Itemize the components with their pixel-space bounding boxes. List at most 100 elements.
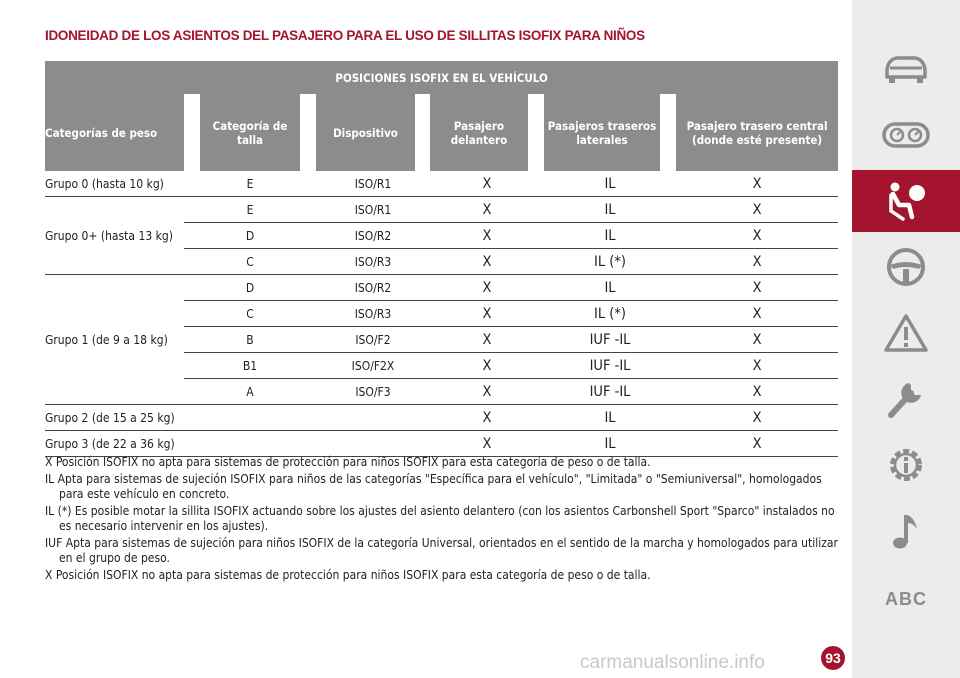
warning-triangle-icon (884, 314, 928, 352)
table-row: Grupo 3 (de 22 a 36 kg) X IL X (45, 430, 839, 457)
note-x: X Posición ISOFIX no apta para sistemas … (45, 455, 651, 469)
rear-lateral-cell: IL (544, 404, 676, 431)
table-row: Grupo 2 (de 15 a 25 kg) X IL X (45, 404, 839, 431)
rear-lateral-cell: IL (*) (544, 300, 676, 327)
rear-center-cell: X (676, 404, 839, 431)
weight-group-label: Grupo 0+ (hasta 13 kg) (45, 196, 184, 275)
table-row: Grupo 0 (hasta 10 kg) E ISO/R1 X IL X (45, 171, 839, 197)
front-passenger-cell: X (430, 171, 544, 197)
sidebar-item-technical-data[interactable] (852, 434, 960, 496)
isofix-table: POSICIONES ISOFIX EN EL VEHÍCULO Categor… (45, 61, 839, 457)
wrench-icon (888, 383, 921, 418)
chapter-sidebar: ABC (852, 0, 960, 678)
sidebar-item-multimedia[interactable] (852, 500, 960, 562)
legend-notes: X Posición ISOFIX no apta para sistemas … (45, 455, 840, 584)
rear-lateral-cell: IL (544, 430, 676, 457)
size-category-cell: C (184, 248, 316, 275)
sidebar-item-vehicle[interactable] (852, 38, 960, 100)
table-row: D ISO/R2 X IL X (45, 222, 839, 249)
front-passenger-cell: X (430, 404, 544, 431)
page-title: IDONEIDAD DE LOS ASIENTOS DEL PASAJERO P… (45, 28, 645, 43)
note-iuf: IUF Apta para sistemas de sujeción para … (45, 535, 838, 566)
technical-data-gear-icon (890, 449, 922, 481)
weight-group-label: Grupo 2 (de 15 a 25 kg) (45, 404, 184, 431)
music-note-icon (893, 515, 917, 549)
front-passenger-cell: X (430, 300, 544, 327)
column-header-rear-center: Pasajero trasero central (donde esté pre… (676, 94, 839, 171)
device-cell (316, 404, 430, 431)
size-category-cell: D (184, 222, 316, 249)
table-row: Grupo 1 (de 9 a 18 kg) D ISO/R2 X IL X (45, 274, 839, 405)
rear-lateral-cell: IL (544, 171, 676, 197)
size-category-cell (184, 430, 316, 457)
table-row: A ISO/F3 X IUF -IL X (45, 378, 839, 405)
rear-lateral-cell: IL (544, 222, 676, 249)
size-category-cell: E (184, 171, 316, 197)
front-passenger-cell: X (430, 196, 544, 223)
airbag-seat-icon (889, 182, 925, 221)
sidebar-item-maintenance[interactable] (852, 368, 960, 430)
front-passenger-cell: X (430, 326, 544, 353)
rear-lateral-cell: IUF -IL (544, 326, 676, 353)
abc-index-label: ABC (885, 588, 927, 609)
note-x-repeat: X Posición ISOFIX no apta para sistemas … (45, 567, 651, 582)
device-cell: ISO/R2 (316, 222, 430, 249)
size-category-cell: C (184, 300, 316, 327)
weight-group-label: Grupo 1 (de 9 a 18 kg) (45, 274, 184, 405)
main-header: POSICIONES ISOFIX EN EL VEHÍCULO (45, 61, 839, 94)
table-row: B ISO/F2 X IUF -IL X (45, 326, 839, 353)
dashboard-gauges-icon (882, 122, 930, 148)
column-header-rear-lateral: Pasajeros traseros laterales (544, 94, 660, 171)
device-cell: ISO/R3 (316, 300, 430, 327)
column-header-weight: Categorías de peso (45, 94, 184, 171)
size-category-cell: B (184, 326, 316, 353)
rear-lateral-cell: IL (544, 274, 676, 301)
device-cell (316, 430, 430, 457)
table-row: B1 ISO/F2X X IUF -IL X (45, 352, 839, 379)
weight-group-label: Grupo 3 (de 22 a 36 kg) (45, 430, 184, 457)
rear-lateral-cell: IUF -IL (544, 352, 676, 379)
watermark: carmanualsonline.info (580, 652, 765, 673)
front-passenger-cell: X (430, 274, 544, 301)
rear-center-cell: X (676, 222, 839, 249)
front-passenger-cell: X (430, 222, 544, 249)
device-cell: ISO/R1 (316, 171, 430, 197)
size-category-cell: B1 (184, 352, 316, 379)
sidebar-item-instruments[interactable] (852, 104, 960, 166)
device-cell: ISO/R2 (316, 274, 430, 301)
sidebar-item-safety[interactable] (852, 170, 960, 232)
size-category-cell: D (184, 274, 316, 301)
rear-lateral-cell: IUF -IL (544, 378, 676, 405)
rear-center-cell: X (676, 248, 839, 275)
size-category-cell: A (184, 378, 316, 405)
rear-center-cell: X (676, 300, 839, 327)
rear-center-cell: X (676, 274, 839, 301)
note-il-asterisk: IL (*) Es posible motar la sillita ISOFI… (45, 503, 835, 534)
column-header-size: Categoría de talla (200, 94, 300, 171)
device-cell: ISO/F2X (316, 352, 430, 379)
rear-center-cell: X (676, 171, 839, 197)
page-number: 93 (821, 646, 845, 670)
note-il: IL Apta para sistemas de sujeción ISOFIX… (45, 471, 822, 502)
size-category-cell (184, 404, 316, 431)
size-category-cell: E (184, 196, 316, 223)
front-passenger-cell: X (430, 352, 544, 379)
steering-wheel-icon (887, 248, 925, 286)
front-passenger-cell: X (430, 248, 544, 275)
front-passenger-cell: X (430, 430, 544, 457)
column-header-front-passenger: Pasajero delantero (430, 94, 528, 171)
front-passenger-cell: X (430, 378, 544, 405)
weight-group-label: Grupo 0 (hasta 10 kg) (45, 171, 184, 197)
table-row: C ISO/R3 X IL (*) X (45, 248, 839, 275)
table-row: C ISO/R3 X IL (*) X (45, 300, 839, 327)
sidebar-item-emergency[interactable] (852, 302, 960, 364)
rear-center-cell: X (676, 196, 839, 223)
rear-center-cell: X (676, 326, 839, 353)
column-header-device: Dispositivo (316, 94, 415, 171)
sidebar-item-driving[interactable] (852, 236, 960, 298)
sidebar-item-index[interactable]: ABC (852, 568, 960, 630)
rear-center-cell: X (676, 352, 839, 379)
rear-center-cell: X (676, 378, 839, 405)
car-icon (885, 56, 927, 83)
table-row: Grupo 0+ (hasta 13 kg) E ISO/R1 X IL X (45, 196, 839, 275)
